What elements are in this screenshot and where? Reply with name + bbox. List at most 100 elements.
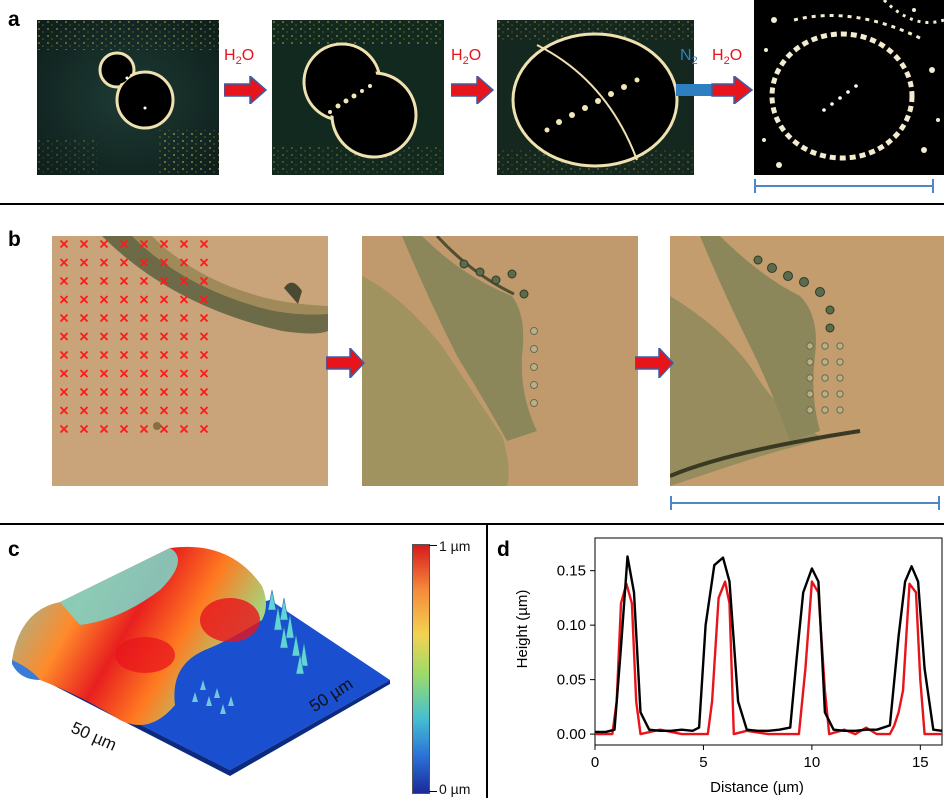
afm-3d-surface: [12, 546, 390, 776]
arrow-b-2: [635, 348, 675, 378]
laser-mark: [199, 258, 209, 267]
laser-mark: [199, 313, 209, 323]
laser-mark: [139, 239, 149, 249]
laser-mark: [159, 276, 169, 286]
laser-mark: [159, 350, 169, 360]
laser-mark: [59, 406, 69, 415]
micrograph-a-4: [754, 0, 944, 175]
laser-mark: [99, 332, 109, 341]
laser-mark: [199, 295, 209, 304]
series-line-1: [595, 555, 943, 734]
x-tick-label: 15: [912, 754, 929, 771]
laser-mark: [179, 332, 189, 341]
laser-mark: [119, 295, 129, 304]
laser-mark: [199, 276, 209, 286]
laser-mark: [159, 387, 169, 397]
laser-mark: [159, 239, 169, 249]
chart-x-axis-label: Distance (µm): [710, 779, 804, 796]
laser-mark: [199, 369, 209, 378]
step-label-a-3-h2o: H2O: [712, 47, 743, 68]
laser-mark: [99, 258, 109, 267]
micrograph-a-1: [37, 20, 219, 175]
laser-mark: [59, 313, 69, 323]
arrow-a-3: [676, 76, 754, 104]
colorbar-label-bottom: 0 µm: [439, 781, 471, 797]
scale-bar-a: [754, 179, 934, 193]
panel-label-a: a: [8, 8, 20, 31]
laser-mark: [59, 258, 69, 267]
micrograph-a-3: [497, 20, 694, 175]
laser-mark: [159, 406, 169, 415]
laser-mark: [139, 424, 149, 434]
laser-mark: [159, 258, 169, 267]
colorbar-tick-top: [429, 545, 437, 546]
separator-a-b: [0, 203, 944, 205]
laser-mark: [99, 369, 109, 378]
laser-mark: [199, 239, 209, 249]
plot-frame: [594, 537, 943, 746]
laser-mark: [79, 239, 89, 249]
laser-mark: [179, 424, 189, 434]
laser-mark: [59, 239, 69, 249]
micrograph-b-3: [670, 236, 944, 486]
laser-mark: [159, 332, 169, 341]
micrograph-b-1: [52, 236, 328, 486]
laser-mark: [119, 406, 129, 415]
panel-label-d: d: [497, 538, 510, 561]
laser-mark: [179, 276, 189, 286]
laser-mark: [59, 350, 69, 360]
laser-mark: [199, 406, 209, 415]
y-tick-label: 0.05: [557, 672, 586, 689]
arrow-a-2: [451, 76, 495, 104]
laser-mark: [139, 313, 149, 323]
laser-mark: [79, 295, 89, 304]
scale-bar-b: [670, 496, 940, 510]
laser-mark: [199, 332, 209, 341]
step-label-a-2: H2O: [451, 47, 482, 68]
laser-mark: [139, 332, 149, 341]
laser-mark: [99, 350, 109, 360]
laser-mark: [59, 387, 69, 397]
laser-mark: [99, 276, 109, 286]
laser-mark: [79, 406, 89, 415]
laser-mark: [59, 295, 69, 304]
laser-mark: [99, 295, 109, 304]
micrograph-b-2: [362, 236, 638, 486]
colorbar: [412, 544, 430, 794]
colorbar-label-top: 1 µm: [439, 538, 471, 554]
laser-mark: [59, 424, 69, 434]
laser-mark: [139, 406, 149, 415]
chart-y-axis-label: Height (µm): [514, 590, 531, 669]
laser-mark: [79, 332, 89, 341]
laser-mark: [79, 276, 89, 286]
laser-mark: [119, 387, 129, 397]
laser-mark: [139, 258, 149, 267]
laser-mark: [179, 313, 189, 323]
laser-mark: [199, 350, 209, 360]
panel-label-b: b: [8, 228, 21, 251]
laser-mark: [199, 424, 209, 434]
laser-mark: [119, 258, 129, 267]
laser-mark: [99, 313, 109, 323]
laser-mark: [119, 276, 129, 286]
laser-mark: [179, 295, 189, 304]
laser-mark: [59, 369, 69, 378]
laser-mark: [99, 387, 109, 397]
laser-mark: [119, 239, 129, 249]
y-tick-label: 0.15: [557, 563, 586, 580]
laser-mark: [119, 350, 129, 360]
laser-mark: [119, 424, 129, 434]
panel-label-c: c: [8, 538, 20, 561]
laser-mark: [79, 350, 89, 360]
laser-mark: [179, 369, 189, 378]
laser-mark: [79, 258, 89, 267]
laser-mark: [119, 313, 129, 323]
laser-mark: [179, 406, 189, 415]
laser-mark: [79, 387, 89, 397]
laser-mark: [139, 350, 149, 360]
step-label-a-3-n2: N2: [680, 47, 698, 68]
laser-mark: [99, 424, 109, 434]
laser-mark: [119, 369, 129, 378]
laser-mark: [159, 369, 169, 378]
laser-mark: [179, 258, 189, 267]
